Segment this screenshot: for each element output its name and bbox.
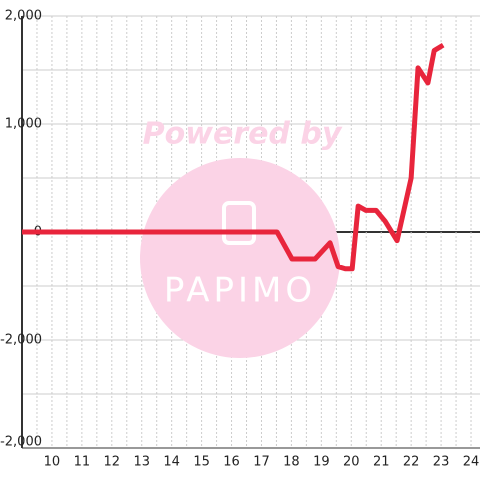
y-tick-label: 1,000: [5, 117, 42, 132]
x-tick-label: 16: [223, 455, 240, 470]
watermark-circle: [140, 158, 340, 358]
y-tick-label: -2,000: [0, 333, 42, 348]
x-tick-label: 14: [163, 455, 180, 470]
x-tick-label: 20: [343, 455, 360, 470]
watermark-text: PAPIMO: [164, 271, 316, 311]
x-tick-label: 18: [283, 455, 300, 470]
x-tick-label: 22: [403, 455, 420, 470]
x-tick-label: 15: [193, 455, 210, 470]
x-tick-label: 21: [373, 455, 390, 470]
x-tick-label: 24: [463, 455, 480, 470]
x-tick-label: 23: [433, 455, 450, 470]
x-tick-label: 10: [44, 455, 61, 470]
x-tick-label: 11: [74, 455, 91, 470]
x-tick-label: 13: [133, 455, 150, 470]
watermark-text: Powered by: [143, 117, 343, 152]
watermark-icon: [222, 201, 256, 245]
x-tick-label: 19: [313, 455, 330, 470]
watermark: Powered by PAPIMO: [140, 117, 343, 358]
y-tick-label: 2,000: [5, 9, 42, 24]
x-tick-label: 12: [104, 455, 121, 470]
line: [22, 43, 445, 272]
x-tick-label: 17: [253, 455, 270, 470]
y-tick-label: -2,000: [0, 435, 42, 450]
